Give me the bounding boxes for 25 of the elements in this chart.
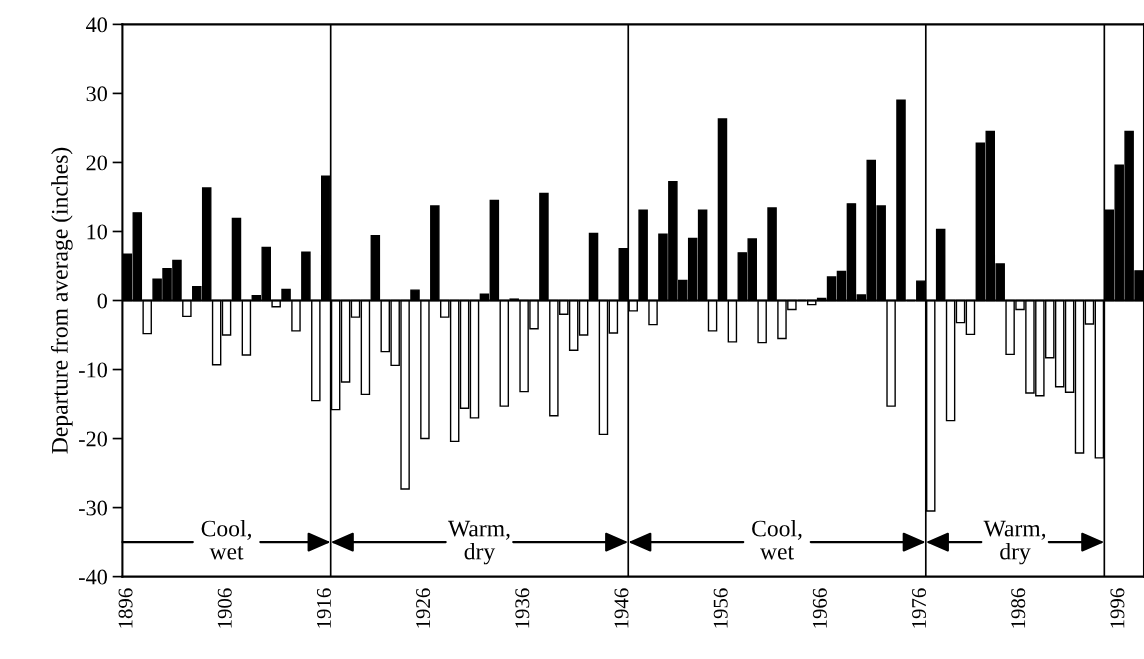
y-axis-title: Departure from average (inches) — [50, 147, 73, 454]
annotation: Warm, dry — [983, 520, 1046, 565]
annotation: Cool, wet — [201, 519, 251, 560]
x-tick-label: 1906 — [217, 588, 232, 628]
y-tick-label: -30 — [79, 500, 107, 516]
y-tick-label: 10 — [87, 224, 107, 240]
y-tick-label: 0 — [97, 293, 107, 309]
y-tick-label: -20 — [79, 431, 107, 447]
x-tick-label: 1916 — [316, 588, 331, 628]
y-tick-label: 20 — [86, 155, 107, 171]
x-tick-label: 1946 — [614, 588, 629, 628]
x-tick-label: 1936 — [515, 588, 530, 628]
y-tick-label: -40 — [79, 569, 107, 585]
x-tick-label: 1966 — [812, 588, 827, 628]
x-tick-label: 1996 — [1110, 588, 1125, 628]
x-tick-label: 1896 — [118, 588, 133, 628]
annotation: Cool, wet — [752, 519, 802, 560]
y-tick-label: -10 — [79, 362, 107, 378]
x-tick-label: 1986 — [1011, 588, 1026, 628]
y-tick-label: 40 — [86, 17, 107, 33]
y-tick-label: 30 — [86, 86, 107, 102]
x-tick-label: 1956 — [713, 588, 728, 628]
x-tick-label: 1926 — [416, 588, 431, 628]
x-tick-label: 1976 — [912, 588, 927, 628]
annotation: Warm, dry — [447, 520, 510, 565]
